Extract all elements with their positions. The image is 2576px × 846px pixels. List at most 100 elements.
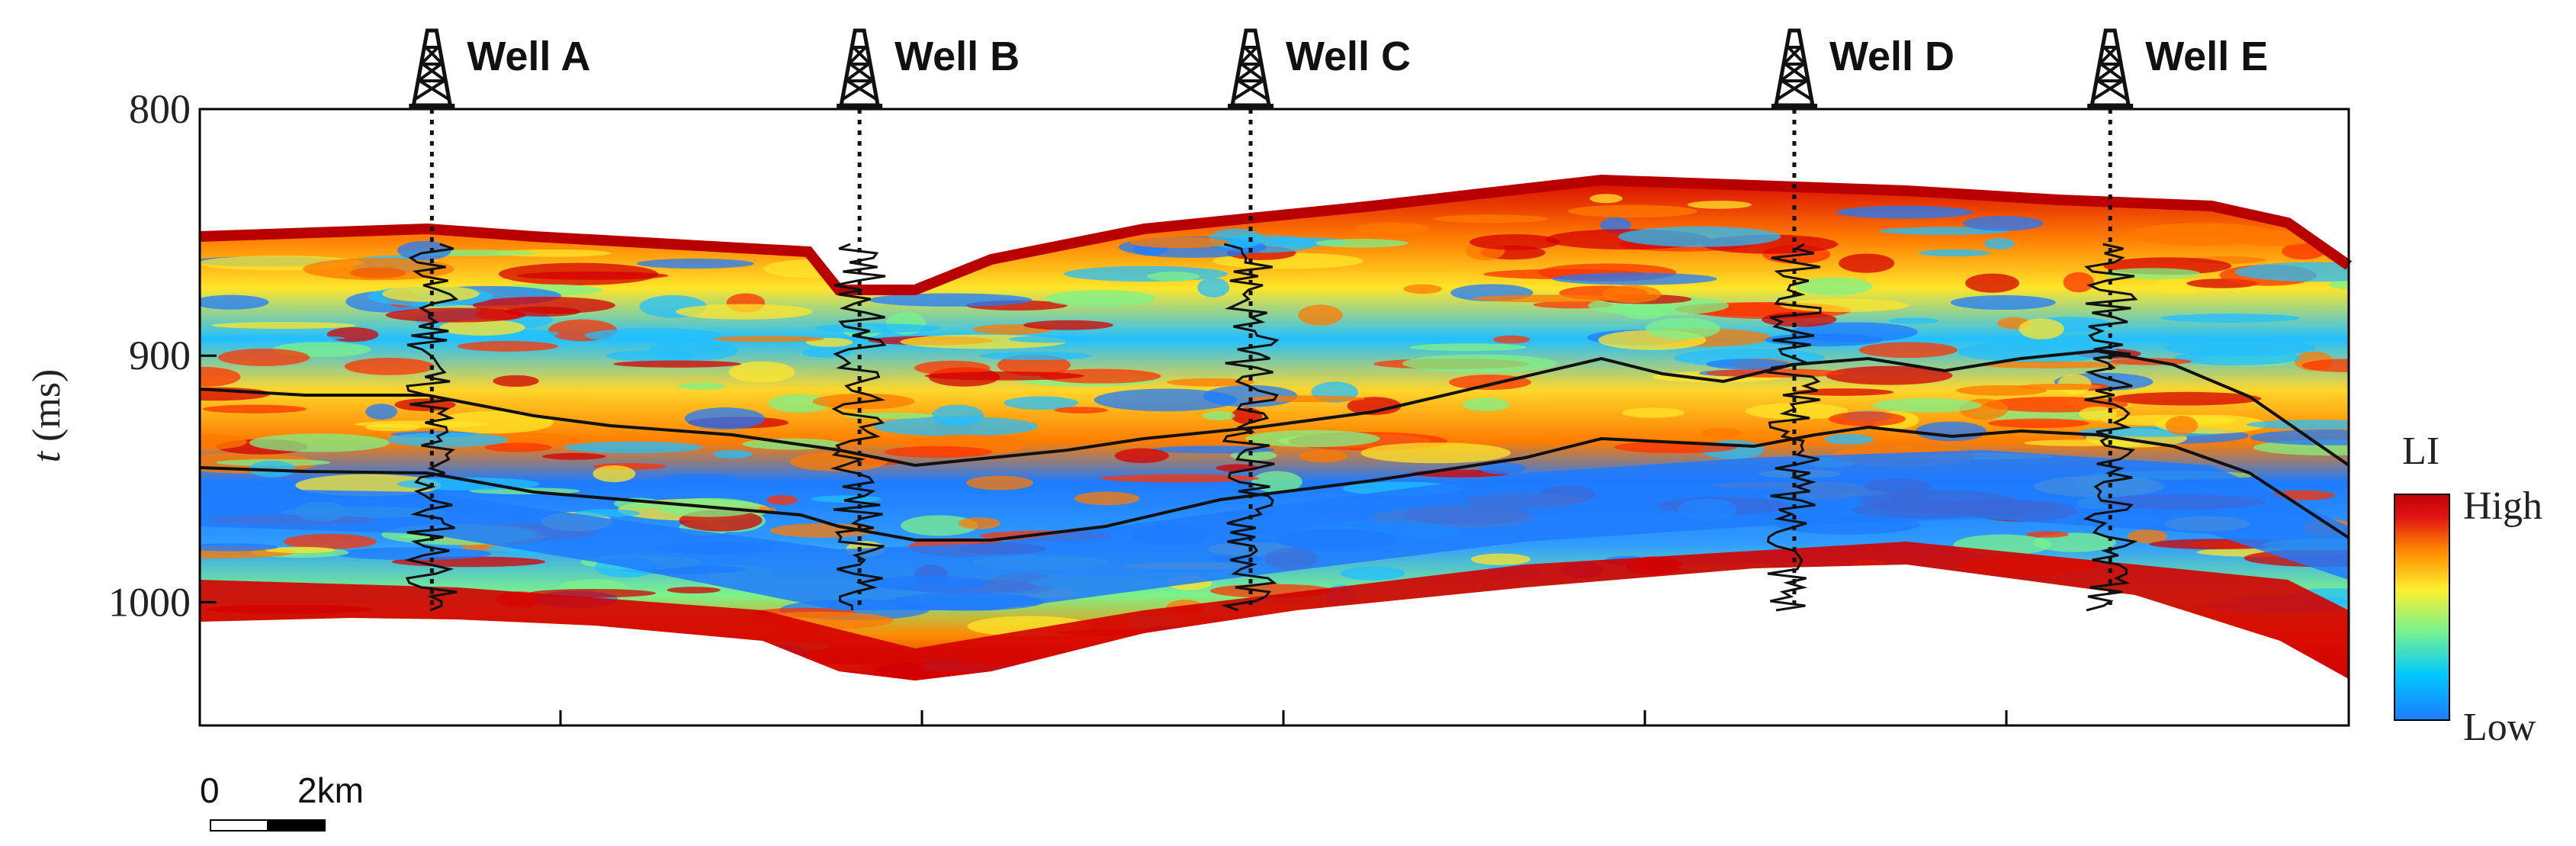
seismic-band [1745, 403, 1848, 420]
seismic-band [2301, 359, 2349, 372]
seismic-band [283, 533, 377, 549]
seismic-band [1469, 234, 1560, 250]
seismic-band [1780, 298, 1910, 313]
seismic-band [728, 361, 795, 383]
x-tick-marks [559, 710, 2008, 725]
seismic-band [1492, 335, 1531, 344]
derrick-lattice [2093, 46, 2128, 101]
well-a: Well A [404, 28, 590, 612]
well-e: Well E [2083, 28, 2268, 612]
seismic-band [676, 304, 813, 320]
seismic-band [365, 423, 421, 432]
well-b-label: Well B [895, 34, 1020, 79]
oil-derrick-icon [1228, 28, 1274, 110]
seismic-band [1409, 343, 1527, 352]
seismic-band [966, 475, 1033, 491]
seismic-top-edge [199, 174, 2353, 295]
seismic-band [1888, 317, 1939, 324]
seismic-band [1472, 294, 1621, 303]
scale-bar-white-segment [210, 819, 268, 832]
seismic-band [924, 371, 1084, 381]
well-e-label: Well E [2145, 34, 2268, 79]
seismic-band [2250, 429, 2349, 446]
seismic-band [605, 350, 694, 362]
seismic-band [1645, 317, 1721, 339]
seismic-band [2018, 383, 2102, 391]
seismic-band [814, 323, 940, 333]
seismic-band [636, 258, 754, 269]
seismic-band [584, 328, 723, 343]
seismic-band [1826, 365, 1953, 385]
seismic-band [1040, 368, 1161, 384]
colorbar: LI High Low [2394, 429, 2542, 749]
seismic-band [1687, 201, 1752, 209]
seismic-band [1114, 448, 1169, 464]
scale-bar-end-label: 2km [297, 770, 364, 810]
seismic-band [2127, 529, 2168, 544]
scale-bar: 0 2km [200, 770, 364, 832]
colorbar-low-label: Low [2463, 706, 2536, 749]
seismic-band [217, 349, 310, 366]
well-c: Well C [1221, 28, 1411, 612]
seismic-band [901, 515, 978, 536]
derrick-base [837, 104, 883, 110]
seismic-band [612, 360, 741, 368]
seismic-band [2019, 318, 2064, 339]
seismic-band [1919, 249, 1991, 257]
seismic-band [789, 452, 888, 471]
seismic-band [516, 271, 669, 280]
seismic-band [666, 587, 721, 593]
seismic-band [1839, 253, 1895, 273]
seismic-band [979, 351, 1092, 361]
seismic-band [542, 452, 606, 460]
seismic-band [1978, 361, 2121, 368]
seismic-band [1094, 388, 1238, 412]
seismic-band [677, 382, 726, 390]
oil-derrick-icon [1771, 28, 1817, 110]
seismic-band [200, 294, 269, 310]
seismic-band [1298, 304, 1343, 326]
well-b: Well B [830, 28, 1020, 611]
seismic-band [1278, 613, 1311, 629]
seismic-band [1868, 591, 1916, 606]
seismic-band [768, 394, 831, 413]
derrick-lattice [1776, 46, 1813, 101]
seismic-band [884, 446, 993, 458]
seismic-band [1793, 388, 1894, 396]
seismic-band [712, 450, 753, 458]
plot-frame [198, 108, 2350, 727]
seismic-band [1794, 277, 1873, 295]
seismic-band [1836, 205, 1973, 219]
derrick-lattice [842, 46, 878, 101]
seismic-band [2234, 262, 2349, 282]
well-d-log-curve [1765, 243, 1822, 612]
seismic-band [1054, 407, 1108, 413]
seismic-band [1950, 294, 2056, 310]
seismic-band [333, 547, 492, 561]
seismic-band [1434, 214, 1548, 224]
seismic-band [785, 677, 898, 680]
seismic-band [223, 635, 259, 655]
y-tick-label-900: 900 [129, 333, 191, 378]
seismic-band [2063, 272, 2095, 293]
seismic-band [1402, 354, 1557, 373]
derrick-base [2087, 104, 2134, 110]
seismic-band [1957, 341, 2118, 362]
seismic-band [365, 404, 398, 420]
derrick-frame [411, 28, 453, 108]
seismic-band [573, 509, 641, 517]
seismic-band [200, 543, 278, 552]
seismic-band [1858, 342, 1958, 359]
seismic-band [564, 441, 702, 454]
seismic-band [1074, 491, 1140, 506]
seismic-band [1701, 427, 1742, 439]
seismic-band [1567, 204, 1698, 218]
seismic-band [1202, 410, 1235, 421]
seismic-band [249, 433, 390, 452]
seismic-band [484, 442, 552, 452]
seismic-band [2246, 420, 2349, 429]
seismic-band [1340, 566, 1405, 581]
seismic-band [868, 293, 1033, 307]
seismic-band [1360, 442, 1511, 464]
